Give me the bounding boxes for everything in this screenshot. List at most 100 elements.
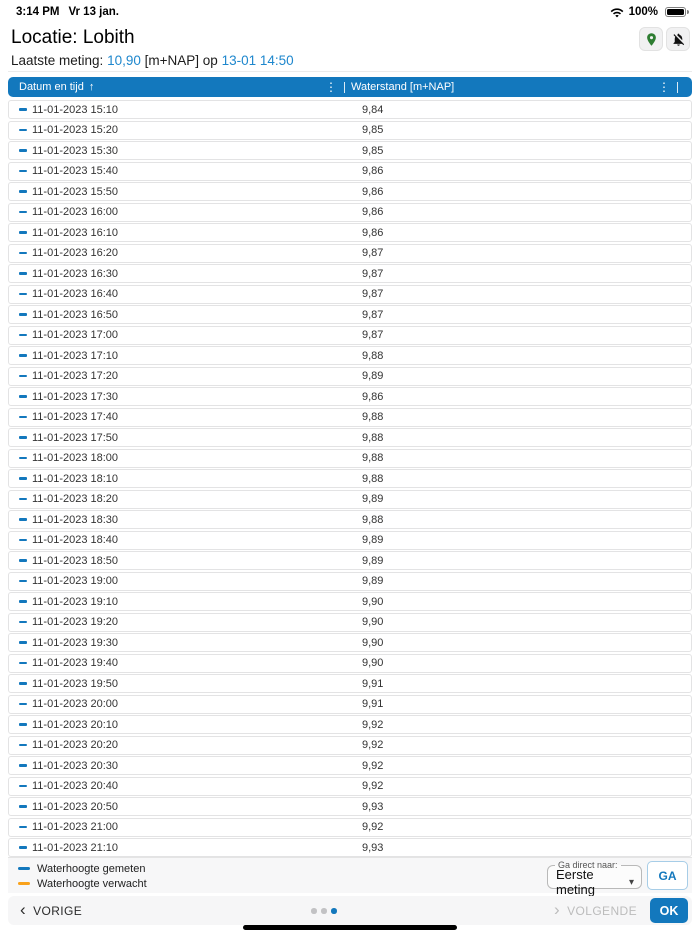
table-row[interactable]: 11-01-2023 16:40 9,87 (8, 284, 692, 304)
table-row[interactable]: 11-01-2023 16:20 9,87 (8, 243, 692, 263)
row-value: 9,88 (362, 349, 384, 362)
row-datetime: 11-01-2023 19:50 (32, 677, 119, 690)
row-value: 9,89 (362, 534, 384, 546)
table-row[interactable]: 11-01-2023 20:10 9,92 (8, 715, 692, 734)
table-row[interactable]: 11-01-2023 19:10 9,90 (8, 592, 692, 611)
column-header-waterstand[interactable]: Waterstand [m+NAP] (351, 81, 455, 93)
table-row[interactable]: 11-01-2023 20:50 9,93 (8, 797, 692, 816)
table-row[interactable]: 11-01-2023 15:40 9,86 (8, 161, 692, 181)
row-value: 9,87 (362, 329, 384, 341)
row-value: 9,87 (362, 308, 384, 321)
table-row[interactable]: 11-01-2023 18:50 9,89 (8, 551, 692, 570)
column-header-datum[interactable]: Datum en tijd ↑ (8, 81, 94, 93)
row-value: 9,90 (362, 595, 384, 608)
table-row[interactable]: 11-01-2023 21:00 9,92 (8, 817, 692, 837)
column-divider (677, 81, 678, 93)
table-row[interactable]: 11-01-2023 18:00 9,88 (8, 448, 692, 468)
table-row[interactable]: 11-01-2023 19:00 9,89 (8, 571, 692, 591)
table-row[interactable]: 11-01-2023 21:10 9,93 (8, 838, 692, 857)
table-row[interactable]: 11-01-2023 18:10 9,88 (8, 469, 692, 488)
previous-label: VORIGE (33, 903, 83, 918)
measured-series-dash-icon (19, 210, 27, 214)
table-row[interactable]: 11-01-2023 20:00 9,91 (8, 694, 692, 714)
table-row[interactable]: 11-01-2023 16:30 9,87 (8, 264, 692, 283)
table-row[interactable]: 11-01-2023 16:10 9,86 (8, 223, 692, 242)
row-datetime: 11-01-2023 15:30 (32, 144, 119, 157)
last-measurement-unit: [m+NAP] (144, 53, 200, 68)
next-button[interactable]: › VOLGENDE (554, 901, 637, 918)
table-row[interactable]: 11-01-2023 19:20 9,90 (8, 612, 692, 632)
pagination-dot[interactable] (311, 908, 317, 914)
table-row[interactable]: 11-01-2023 16:00 9,86 (8, 202, 692, 222)
table-row[interactable]: 11-01-2023 18:30 9,88 (8, 510, 692, 529)
row-value: 9,87 (362, 288, 384, 300)
table-row[interactable]: 11-01-2023 16:50 9,87 (8, 305, 692, 324)
page-title: Locatie: Lobith (11, 27, 135, 48)
table-row[interactable]: 11-01-2023 17:00 9,87 (8, 325, 692, 345)
table-row[interactable]: 11-01-2023 17:40 9,88 (8, 407, 692, 427)
legend-bar: Waterhoogte gemeten Waterhoogte verwacht… (8, 857, 692, 897)
previous-button[interactable]: ‹ VORIGE (8, 901, 83, 918)
wifi-icon (610, 7, 624, 18)
column-divider (344, 81, 345, 93)
notifications-off-button[interactable] (666, 27, 690, 51)
table-row[interactable]: 11-01-2023 19:50 9,91 (8, 674, 692, 693)
row-value: 9,92 (362, 821, 384, 833)
table-row[interactable]: 11-01-2023 15:50 9,86 (8, 182, 692, 201)
row-datetime: 11-01-2023 18:50 (32, 554, 119, 567)
table-row[interactable]: 11-01-2023 17:20 9,89 (8, 366, 692, 386)
table-row[interactable]: 11-01-2023 20:40 9,92 (8, 776, 692, 796)
last-measurement-value-link[interactable]: 10,90 (107, 53, 141, 68)
measured-series-dash-icon (19, 251, 27, 255)
column-menu-icon[interactable]: ⋮ (325, 80, 337, 94)
last-measurement: Laatste meting: 10,90 [m+NAP] op 13-01 1… (11, 53, 294, 68)
home-indicator[interactable] (243, 925, 457, 930)
row-value: 9,92 (362, 739, 384, 751)
row-value: 9,93 (362, 841, 384, 854)
table-row[interactable]: 11-01-2023 17:50 9,88 (8, 428, 692, 447)
row-datetime: 11-01-2023 20:00 (32, 698, 119, 710)
row-value: 9,91 (362, 698, 384, 710)
goto-select[interactable]: Ga direct naar: Eerste meting ▾ (547, 860, 642, 897)
measured-series-dash-icon (19, 723, 27, 726)
table-row[interactable]: 11-01-2023 17:30 9,86 (8, 387, 692, 406)
column-menu-icon[interactable]: ⋮ (658, 80, 670, 94)
table-row[interactable]: 11-01-2023 18:20 9,89 (8, 489, 692, 509)
table-row[interactable]: 11-01-2023 15:20 9,85 (8, 120, 692, 140)
row-value: 9,92 (362, 780, 384, 792)
ok-button[interactable]: OK (650, 898, 688, 923)
ga-button[interactable]: GA (647, 861, 688, 890)
table-row[interactable]: 11-01-2023 20:30 9,92 (8, 756, 692, 775)
pagination-dot-active[interactable] (331, 908, 337, 914)
pagination-dot[interactable] (321, 908, 327, 914)
row-value: 9,91 (362, 677, 384, 690)
table-row[interactable]: 11-01-2023 20:20 9,92 (8, 735, 692, 755)
row-datetime: 11-01-2023 20:10 (32, 718, 119, 731)
row-datetime: 11-01-2023 20:20 (32, 739, 119, 751)
table-row[interactable]: 11-01-2023 15:30 9,85 (8, 141, 692, 160)
table-row[interactable]: 11-01-2023 19:40 9,90 (8, 653, 692, 673)
table-row[interactable]: 11-01-2023 18:40 9,89 (8, 530, 692, 550)
last-measurement-label: Laatste meting: (11, 53, 104, 68)
measured-series-dash-icon (19, 620, 27, 624)
row-value: 9,89 (362, 575, 384, 587)
row-datetime: 11-01-2023 16:40 (32, 288, 119, 300)
legend-item-measured: Waterhoogte gemeten (18, 861, 147, 876)
row-datetime: 11-01-2023 19:30 (32, 636, 119, 649)
location-button[interactable] (639, 27, 663, 51)
last-measurement-datetime-link[interactable]: 13-01 14:50 (221, 53, 294, 68)
row-value: 9,90 (362, 657, 384, 669)
row-value: 9,84 (362, 103, 384, 116)
measured-series-dash-icon (19, 272, 27, 275)
table-row[interactable]: 11-01-2023 17:10 9,88 (8, 346, 692, 365)
row-datetime: 11-01-2023 20:40 (32, 780, 119, 792)
row-value: 9,92 (362, 759, 384, 772)
row-value: 9,90 (362, 636, 384, 649)
row-value: 9,86 (362, 185, 384, 198)
measured-series-dash-icon (19, 702, 27, 706)
bell-slash-icon (671, 32, 686, 47)
table-row[interactable]: 11-01-2023 19:30 9,90 (8, 633, 692, 652)
table-row[interactable]: 11-01-2023 15:10 9,84 (8, 100, 692, 119)
row-value: 9,88 (362, 411, 384, 423)
row-datetime: 11-01-2023 17:20 (32, 370, 119, 382)
